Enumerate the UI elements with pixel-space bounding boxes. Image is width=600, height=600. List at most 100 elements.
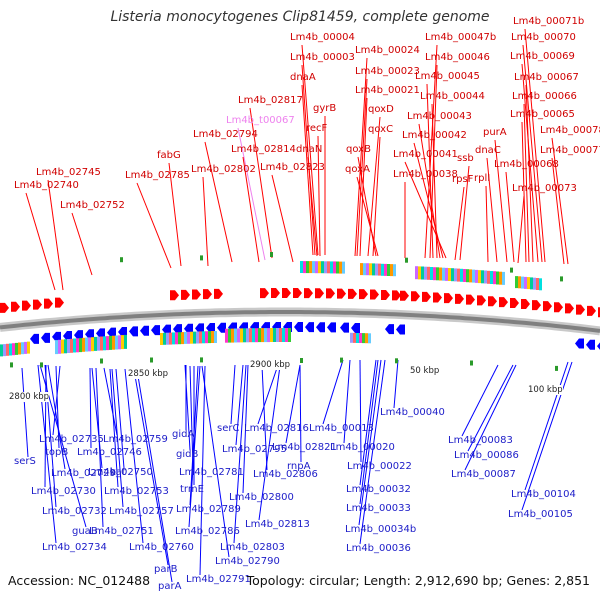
gene-label: Lm4b_00032 xyxy=(346,484,411,495)
label-connector xyxy=(359,97,368,257)
feature-block xyxy=(536,278,539,290)
gene-label: Lm4b_00043 xyxy=(407,111,472,122)
label-connector xyxy=(204,141,233,263)
feature-block xyxy=(199,331,202,344)
gene-label: recF xyxy=(306,123,328,134)
forward-gene-arrow xyxy=(510,298,519,309)
feature-block xyxy=(190,331,193,344)
feature-block xyxy=(255,328,258,343)
feature-block xyxy=(478,270,481,284)
feature-block xyxy=(261,328,264,343)
label-connector xyxy=(322,359,344,425)
feature-block xyxy=(273,328,276,342)
label-connector xyxy=(524,28,546,263)
feature-block xyxy=(312,261,315,274)
feature-block xyxy=(270,328,273,342)
gene-label: Lm4b_02813 xyxy=(245,519,310,530)
feature-block xyxy=(309,261,312,274)
feature-block xyxy=(372,263,375,276)
label-connector xyxy=(301,84,314,256)
label-connector xyxy=(124,368,144,544)
accession-text: Accession: NC_012488 xyxy=(8,573,151,588)
feature-block xyxy=(324,261,327,274)
label-connector xyxy=(233,364,247,544)
gene-label: Lm4b_02800 xyxy=(229,492,294,503)
gene-label: dnaN xyxy=(296,144,323,155)
feature-block xyxy=(243,328,246,343)
forward-gene-arrow xyxy=(565,303,574,314)
label-connector xyxy=(115,368,125,469)
label-connector xyxy=(257,364,279,425)
forward-gene-arrow xyxy=(337,288,346,299)
feature-block xyxy=(539,278,542,291)
feature-block xyxy=(487,270,490,284)
feature-block xyxy=(484,270,487,284)
feature-block xyxy=(100,336,103,351)
gene-track xyxy=(0,288,600,350)
label-connector xyxy=(299,364,302,463)
feature-block xyxy=(27,341,30,354)
feature-block xyxy=(240,328,243,343)
forward-gene-arrow xyxy=(466,294,475,305)
forward-gene-arrow xyxy=(203,289,212,300)
gene-label: Lm4b_00040 xyxy=(380,407,445,418)
feature-block xyxy=(115,335,118,350)
label-connector xyxy=(91,367,103,469)
gene-label: Lm4b_00038 xyxy=(393,169,458,180)
gene-label: rnpA xyxy=(287,461,311,472)
feature-block xyxy=(430,267,433,280)
feature-block xyxy=(18,342,21,355)
feature-block xyxy=(350,332,353,343)
label-connector xyxy=(103,367,118,436)
gene-label: kat xyxy=(110,467,126,478)
feature-block xyxy=(378,263,381,276)
label-connector xyxy=(521,63,539,263)
gene-label: Lm4b_00083 xyxy=(448,435,513,446)
feature-block xyxy=(451,268,454,282)
gene-label: Lm4b_02760 xyxy=(129,542,194,553)
reverse-gene-arrow xyxy=(118,326,127,337)
forward-gene-arrow xyxy=(433,292,442,303)
forward-gene-arrow xyxy=(411,291,420,302)
label-connector xyxy=(55,365,60,449)
map-title: Listeria monocytogenes Clip81459, comple… xyxy=(110,9,490,25)
reverse-gene-arrow xyxy=(85,329,94,340)
label-connector xyxy=(189,365,194,469)
gene-label: Lm4b_00086 xyxy=(454,450,519,461)
feature-block xyxy=(160,333,163,345)
gene-label: Lm4b_00022 xyxy=(347,461,412,472)
gene-label: Lm4b_00067 xyxy=(514,72,579,83)
gene-label: Lm4b_00105 xyxy=(508,509,573,520)
feature-block xyxy=(366,263,369,276)
gene-label: qoxA xyxy=(345,164,370,175)
feature-block xyxy=(175,332,178,345)
reverse-gene-arrow xyxy=(396,324,405,335)
feature-block xyxy=(466,269,469,283)
forward-gene-arrow xyxy=(444,293,453,304)
label-connector xyxy=(494,139,508,263)
gene-label: parB xyxy=(154,564,178,575)
gene-label: Lm4b_02751 xyxy=(89,526,154,537)
feature-block xyxy=(368,333,371,344)
forward-gene-arrow xyxy=(370,289,379,300)
gene-label: Lm4b_00003 xyxy=(290,52,355,63)
feature-block xyxy=(496,271,499,285)
forward-gene-arrow xyxy=(348,288,357,299)
gene-label: Lm4b_02781 xyxy=(179,467,244,478)
reverse-gene-arrow xyxy=(63,330,72,341)
feature-block xyxy=(393,264,396,277)
forward-gene-arrow xyxy=(326,288,335,299)
label-connector xyxy=(201,365,230,558)
feature-block xyxy=(330,261,333,274)
feature-block xyxy=(76,338,79,353)
feature-block xyxy=(118,335,121,350)
feature-block xyxy=(205,331,208,344)
gene-label: ssb xyxy=(457,153,474,164)
reverse-gene-arrow xyxy=(140,325,149,336)
feature-block xyxy=(475,269,478,283)
reverse-gene-arrow xyxy=(575,338,584,349)
scale-label: 100 kbp xyxy=(528,385,563,395)
feature-block xyxy=(518,276,521,289)
reverse-gene-arrow xyxy=(586,339,595,350)
